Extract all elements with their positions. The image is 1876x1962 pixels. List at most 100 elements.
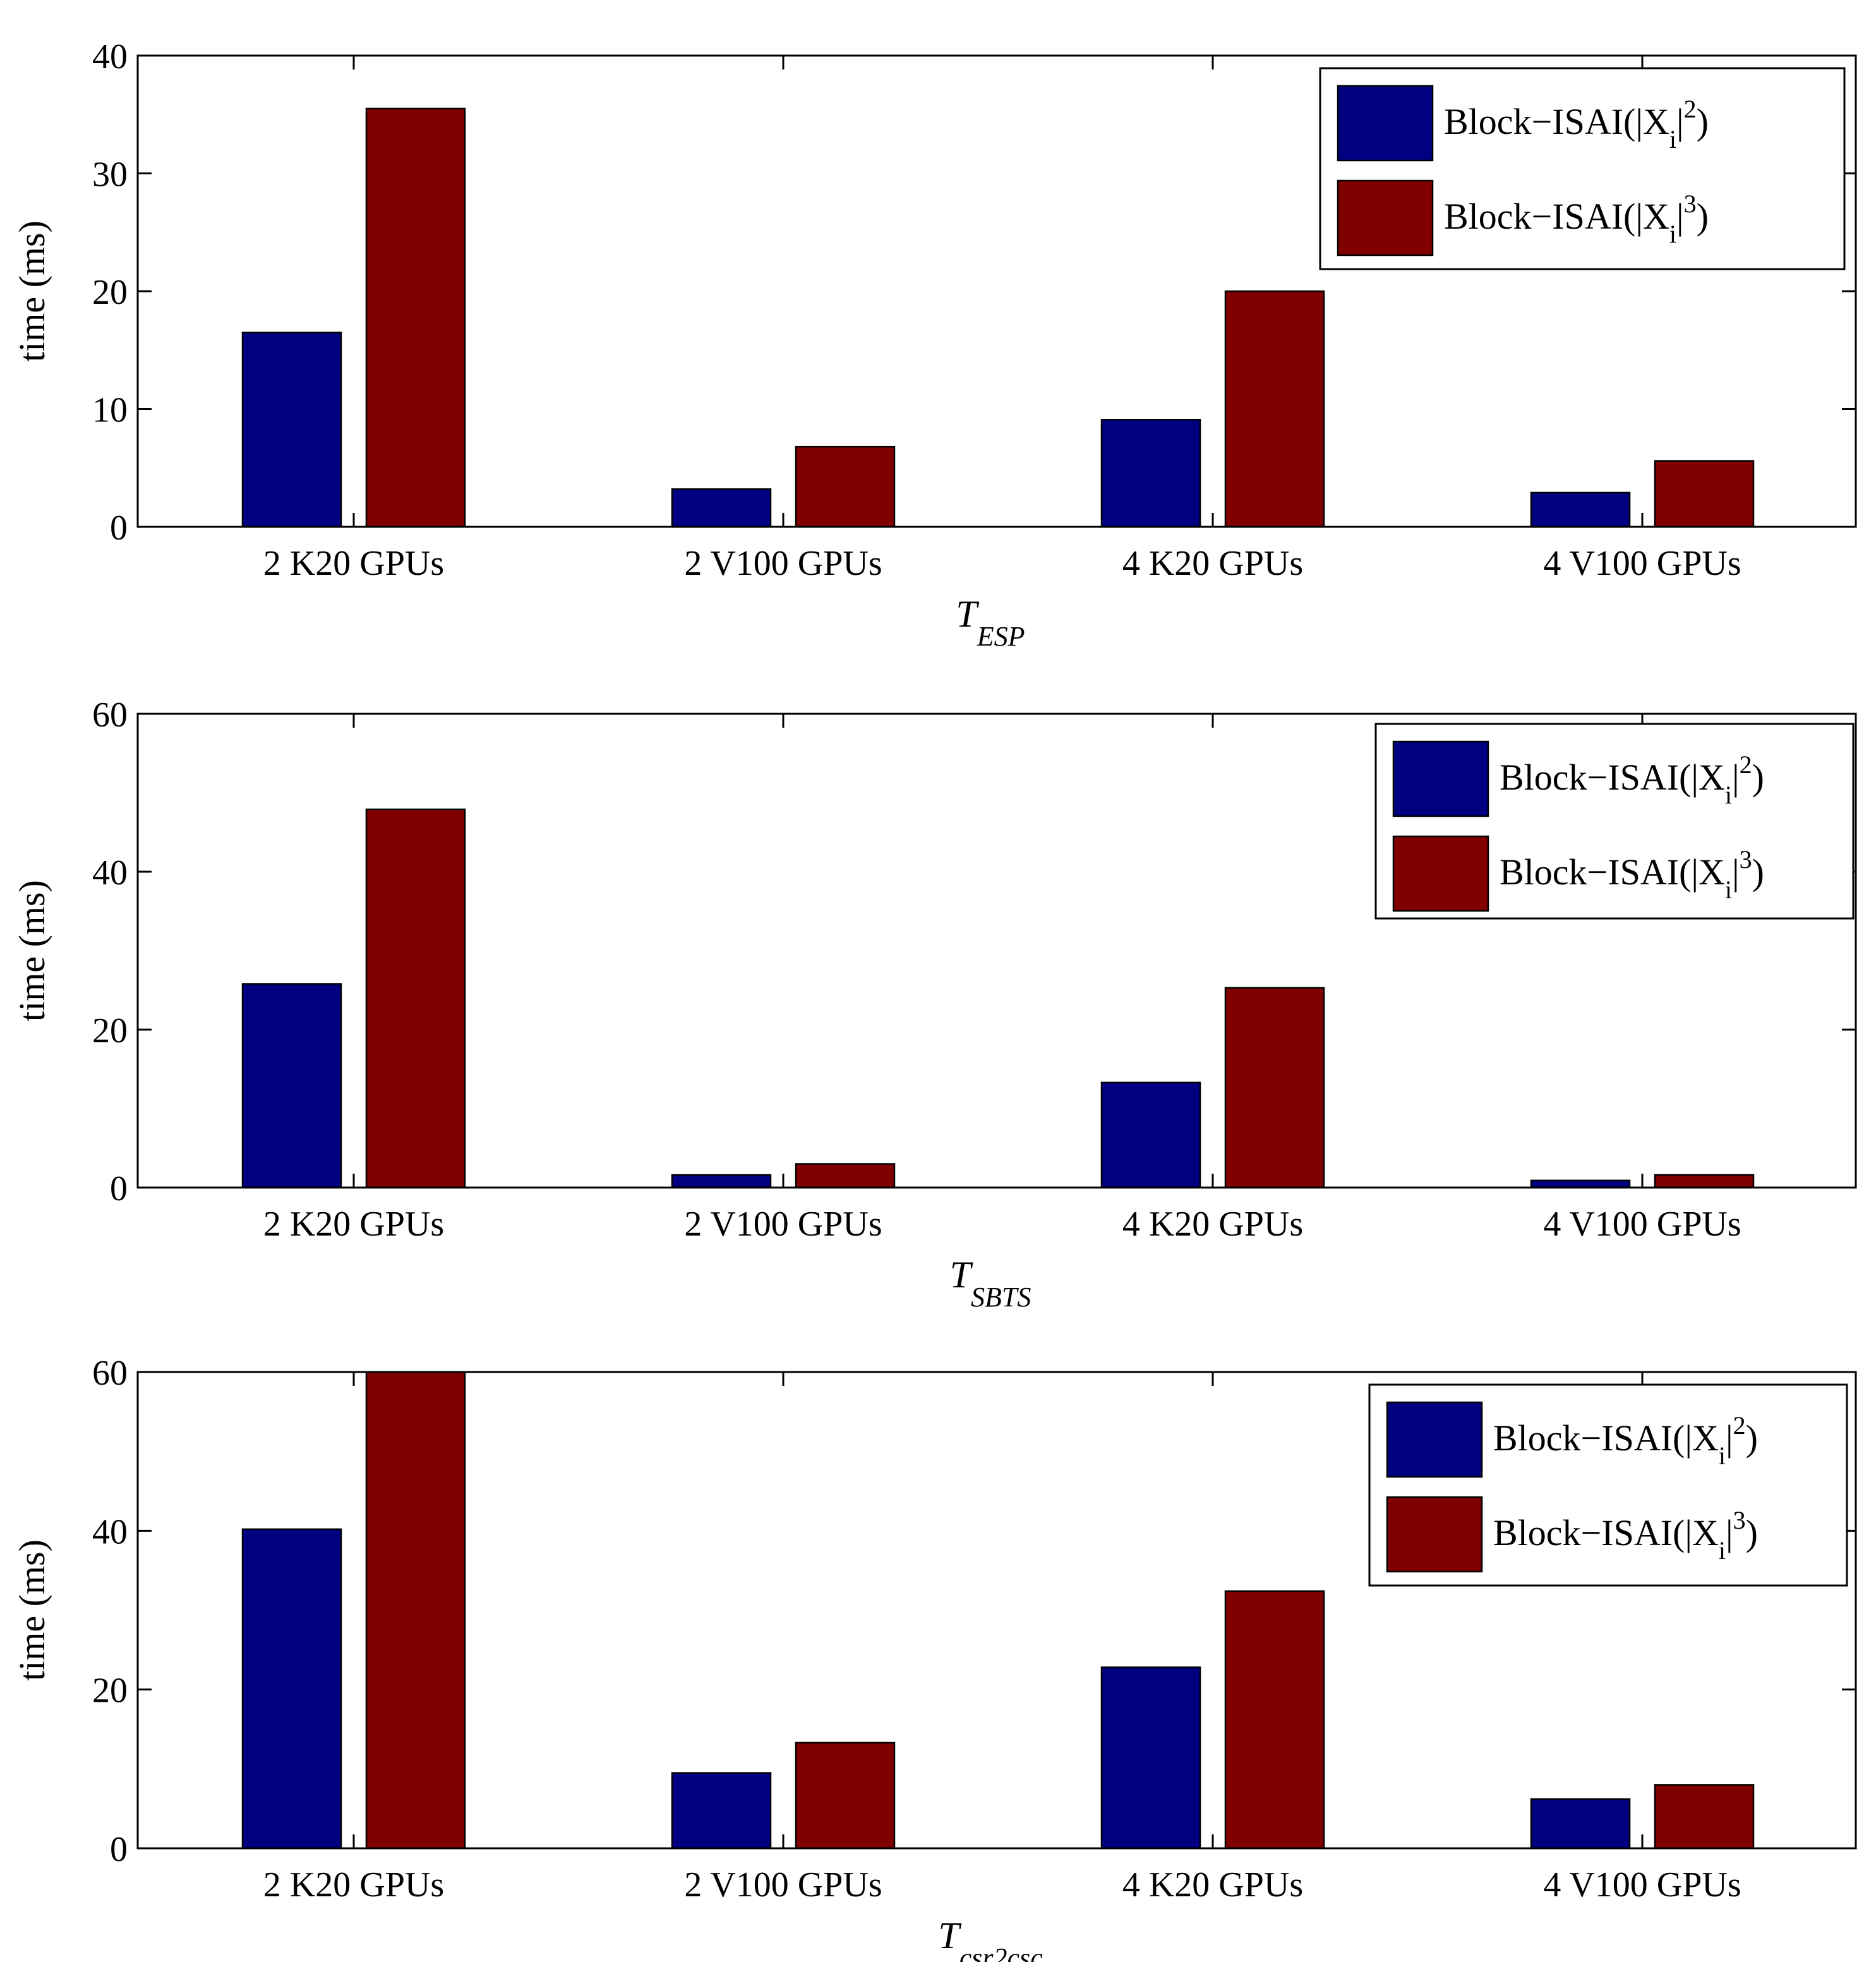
bar-2-4 xyxy=(1654,1174,1755,1189)
legend-swatch-2 xyxy=(1392,835,1489,912)
x-axis-label-main: T xyxy=(938,1915,961,1956)
legend-label-pipe: | xyxy=(1732,757,1740,798)
x-tick-label: 2 V100 GPUs xyxy=(684,1205,882,1244)
x-tick-label: 4 V100 GPUs xyxy=(1543,1865,1741,1905)
bar-1-2 xyxy=(671,488,772,528)
legend-label-subscript: i xyxy=(1719,1441,1726,1470)
legend-label-1: Block−ISAI(|Xi|2) xyxy=(1500,750,1764,809)
x-axis-label-subscript: SBTS xyxy=(971,1282,1031,1313)
legend-label-text: Block−ISAI(|X xyxy=(1444,196,1669,237)
legend-label-subscript: i xyxy=(1725,876,1732,904)
legend-label-text: Block−ISAI(|X xyxy=(1493,1417,1719,1459)
legend-label-suffix: ) xyxy=(1746,1512,1758,1553)
x-axis-label-main: T xyxy=(950,1254,973,1296)
legend: Block−ISAI(|Xi|2)Block−ISAI(|Xi|3) xyxy=(1374,723,1855,920)
chart-panel-2: 0 20 40 60 2 K20 GPUs 2 V100 GPUs 4 K20 GPUs 4 … xyxy=(11,695,1857,1313)
legend-label-2: Block−ISAI(|Xi|3) xyxy=(1500,845,1764,904)
legend-label-suffix: ) xyxy=(1697,101,1709,142)
bar-1-4 xyxy=(1530,1179,1631,1189)
bar-1-1 xyxy=(241,332,342,528)
bar-2-1 xyxy=(365,1371,466,1850)
legend-label-1: Block−ISAI(|Xi|2) xyxy=(1493,1411,1758,1470)
y-axis-label: time (ms) xyxy=(11,1539,52,1681)
x-tick-label: 2 K20 GPUs xyxy=(263,1205,444,1244)
x-axis-label: Tcsr2csc xyxy=(938,1915,1043,1962)
x-axis-label: TSBTS xyxy=(950,1254,1031,1313)
legend-swatch-1 xyxy=(1337,85,1434,162)
y-tick-label: 0 xyxy=(110,509,128,548)
y-axis-label: time (ms) xyxy=(11,220,52,362)
chart-panel-3: 0 20 40 60 2 K20 GPUs 2 V100 GPUs 4 K20 GPUs 4 … xyxy=(11,1354,1857,1962)
y-tick-label: 0 xyxy=(110,1169,128,1208)
legend-label-subscript: i xyxy=(1669,220,1676,248)
legend-label-2: Block−ISAI(|Xi|3) xyxy=(1493,1506,1758,1565)
legend-label-pipe: | xyxy=(1676,196,1684,237)
legend-swatch-2 xyxy=(1386,1496,1483,1573)
legend-label-pipe: | xyxy=(1676,101,1684,142)
y-tick-label: 20 xyxy=(92,1011,128,1050)
y-tick-label: 20 xyxy=(92,273,128,312)
bar-2-1 xyxy=(365,809,466,1189)
bar-2-2 xyxy=(795,1742,896,1850)
x-tick-label: 2 K20 GPUs xyxy=(263,1865,444,1905)
y-tick-label: 60 xyxy=(92,695,128,735)
legend-label-pipe: | xyxy=(1732,852,1740,893)
bar-1-3 xyxy=(1100,419,1201,528)
y-tick-label: 20 xyxy=(92,1671,128,1711)
legend-label-text: Block−ISAI(|X xyxy=(1444,101,1669,142)
y-tick-label: 40 xyxy=(92,37,128,76)
legend-label-suffix: ) xyxy=(1697,196,1709,237)
y-tick-label: 30 xyxy=(92,155,128,195)
legend-label-1: Block−ISAI(|Xi|2) xyxy=(1444,95,1709,153)
bar-2-2 xyxy=(795,445,896,528)
plot-frame xyxy=(136,1371,1857,1850)
legend-label-pipe: | xyxy=(1726,1512,1733,1553)
legend-label-subscript: i xyxy=(1725,781,1732,809)
x-axis-label: TESP xyxy=(956,593,1025,652)
legend-label-text: Block−ISAI(|X xyxy=(1500,757,1725,798)
chart-panel-1: 0 10 20 30 40 2 K20 GPUs 2 V100 GPUs 4 K20 GPUs… xyxy=(11,37,1857,652)
legend-swatch-1 xyxy=(1386,1401,1483,1478)
bar-1-3 xyxy=(1100,1666,1201,1850)
bar-2-3 xyxy=(1224,987,1325,1189)
legend-label-superscript: 3 xyxy=(1740,845,1752,874)
bar-1-1 xyxy=(241,1528,342,1850)
y-tick-label: 40 xyxy=(92,1512,128,1551)
x-tick-label: 2 V100 GPUs xyxy=(684,1865,882,1905)
bar-1-4 xyxy=(1530,1798,1631,1850)
x-tick-label: 4 K20 GPUs xyxy=(1122,544,1303,583)
legend-swatch-2 xyxy=(1337,179,1434,256)
legend-swatch-1 xyxy=(1392,740,1489,817)
legend-label-text: Block−ISAI(|X xyxy=(1493,1512,1719,1553)
bar-1-3 xyxy=(1100,1081,1201,1189)
legend-label-suffix: ) xyxy=(1746,1417,1758,1459)
legend-label-superscript: 3 xyxy=(1733,1506,1746,1534)
y-tick-label: 40 xyxy=(92,853,128,893)
y-tick-label: 10 xyxy=(92,391,128,430)
x-axis-label-subscript: ESP xyxy=(977,621,1025,652)
legend-label-superscript: 2 xyxy=(1740,750,1752,779)
legend-label-2: Block−ISAI(|Xi|3) xyxy=(1444,190,1709,248)
x-tick-label: 4 K20 GPUs xyxy=(1122,1865,1303,1905)
bar-1-1 xyxy=(241,983,342,1189)
x-tick-label: 2 V100 GPUs xyxy=(684,544,882,583)
bar-2-4 xyxy=(1654,1784,1755,1850)
legend-label-text: Block−ISAI(|X xyxy=(1500,852,1725,893)
x-tick-label: 4 K20 GPUs xyxy=(1122,1205,1303,1244)
bar-2-3 xyxy=(1224,1590,1325,1850)
legend: Block−ISAI(|Xi|2) Block−ISAI(|Xi|3) xyxy=(1319,67,1846,270)
bar-2-4 xyxy=(1654,460,1755,528)
legend: Block−ISAI(|Xi|2)Block−ISAI(|Xi|3) xyxy=(1368,1383,1848,1587)
x-tick-label: 2 K20 GPUs xyxy=(263,544,444,583)
x-tick-label: 4 V100 GPUs xyxy=(1543,1205,1741,1244)
bar-2-3 xyxy=(1224,290,1325,528)
bar-2-1 xyxy=(365,107,466,528)
bar-2-2 xyxy=(795,1163,896,1189)
legend-label-suffix: ) xyxy=(1752,852,1764,893)
legend-label-superscript: 2 xyxy=(1733,1411,1746,1440)
y-tick-label: 0 xyxy=(110,1830,128,1869)
legend-label-suffix: ) xyxy=(1752,757,1764,798)
x-axis-label-main: T xyxy=(956,593,979,635)
legend-label-pipe: | xyxy=(1726,1417,1733,1459)
